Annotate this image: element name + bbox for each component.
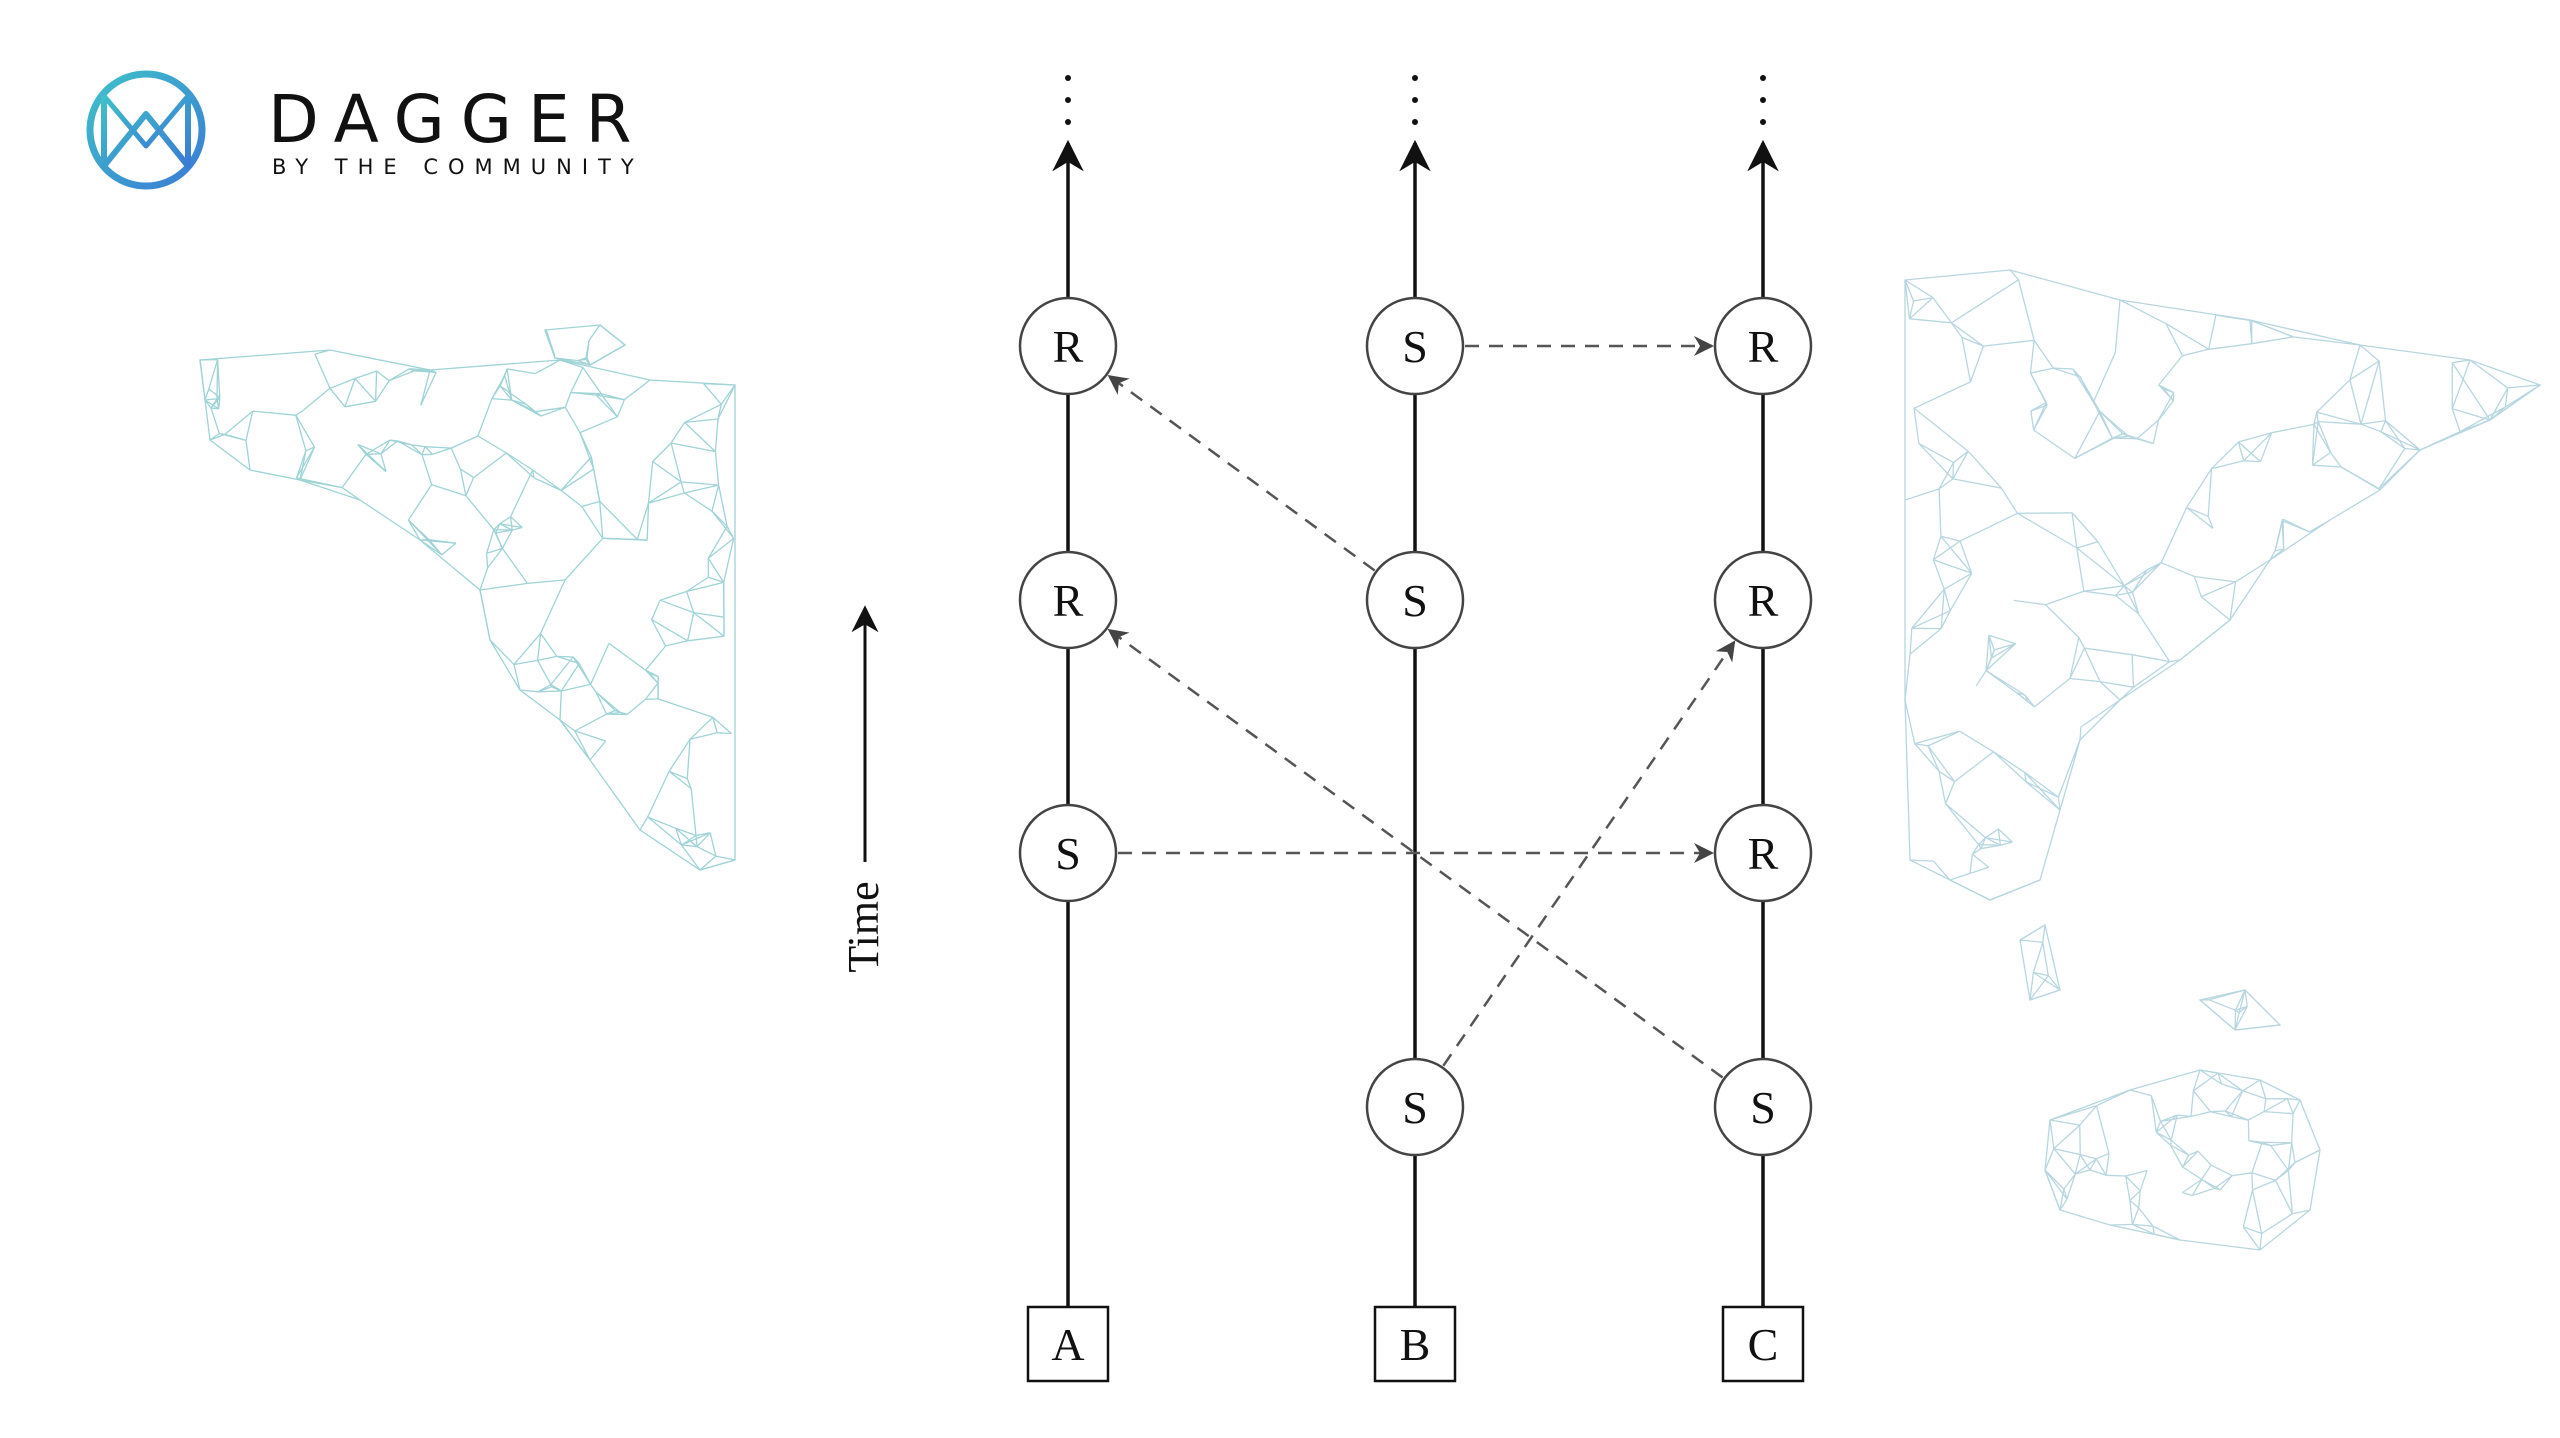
- brand-wordmark: DAGGER: [268, 81, 648, 158]
- receive-event-node-c1: R: [1713, 803, 1813, 903]
- brand-logo: DAGGER BY THE COMMUNITY: [86, 70, 648, 190]
- send-event-node-b2: S: [1365, 550, 1465, 650]
- process-box-c: C: [1721, 1305, 1805, 1383]
- receive-event-node-a3: R: [1018, 296, 1118, 396]
- send-event-node-b0: S: [1365, 1057, 1465, 1157]
- event-label: R: [1053, 321, 1084, 372]
- process-box-b: B: [1373, 1305, 1457, 1383]
- world-map-mesh-eurasia-icon: [1904, 269, 2542, 1251]
- message-arrow-c0-to-a2: [1107, 628, 1724, 1079]
- time-axis-label: Time: [839, 881, 888, 972]
- send-event-node-c0: S: [1713, 1057, 1813, 1157]
- event-label: S: [1055, 828, 1081, 879]
- brand-tagline: BY THE COMMUNITY: [272, 155, 644, 179]
- event-label: R: [1748, 828, 1779, 879]
- process-label: C: [1748, 1319, 1779, 1370]
- event-nodes: S R R S S S S R R R: [1018, 296, 1813, 1157]
- message-sequence-diagram: S R R S S S S R R R A B C: [1018, 75, 1813, 1383]
- event-label: S: [1402, 575, 1428, 626]
- time-axis: Time: [839, 605, 888, 973]
- event-label: S: [1402, 1082, 1428, 1133]
- process-box-a: A: [1026, 1305, 1110, 1383]
- process-label: B: [1400, 1319, 1431, 1370]
- event-label: R: [1053, 575, 1084, 626]
- dagger-m-logo-icon: [86, 70, 206, 190]
- send-event-node-a1: S: [1018, 803, 1118, 903]
- continuation-dots-c: [1760, 75, 1766, 125]
- send-event-node-b3: S: [1365, 296, 1465, 396]
- continuation-dots-b: [1412, 75, 1418, 125]
- continuation-dots-a: [1065, 75, 1071, 125]
- process-label: A: [1051, 1319, 1084, 1370]
- message-arrow-b2-to-a3: [1107, 374, 1376, 572]
- event-label: R: [1748, 575, 1779, 626]
- receive-event-node-c3: R: [1713, 296, 1813, 396]
- event-label: S: [1402, 321, 1428, 372]
- receive-event-node-c2: R: [1713, 550, 1813, 650]
- message-arrows: [1107, 336, 1736, 1079]
- event-label: R: [1748, 321, 1779, 372]
- process-boxes: A B C: [1026, 1305, 1805, 1383]
- event-label: S: [1750, 1082, 1776, 1133]
- world-map-mesh-americas-icon: [199, 324, 736, 871]
- receive-event-node-a2: R: [1018, 550, 1118, 650]
- message-arrow-b0-to-c2: [1442, 640, 1736, 1067]
